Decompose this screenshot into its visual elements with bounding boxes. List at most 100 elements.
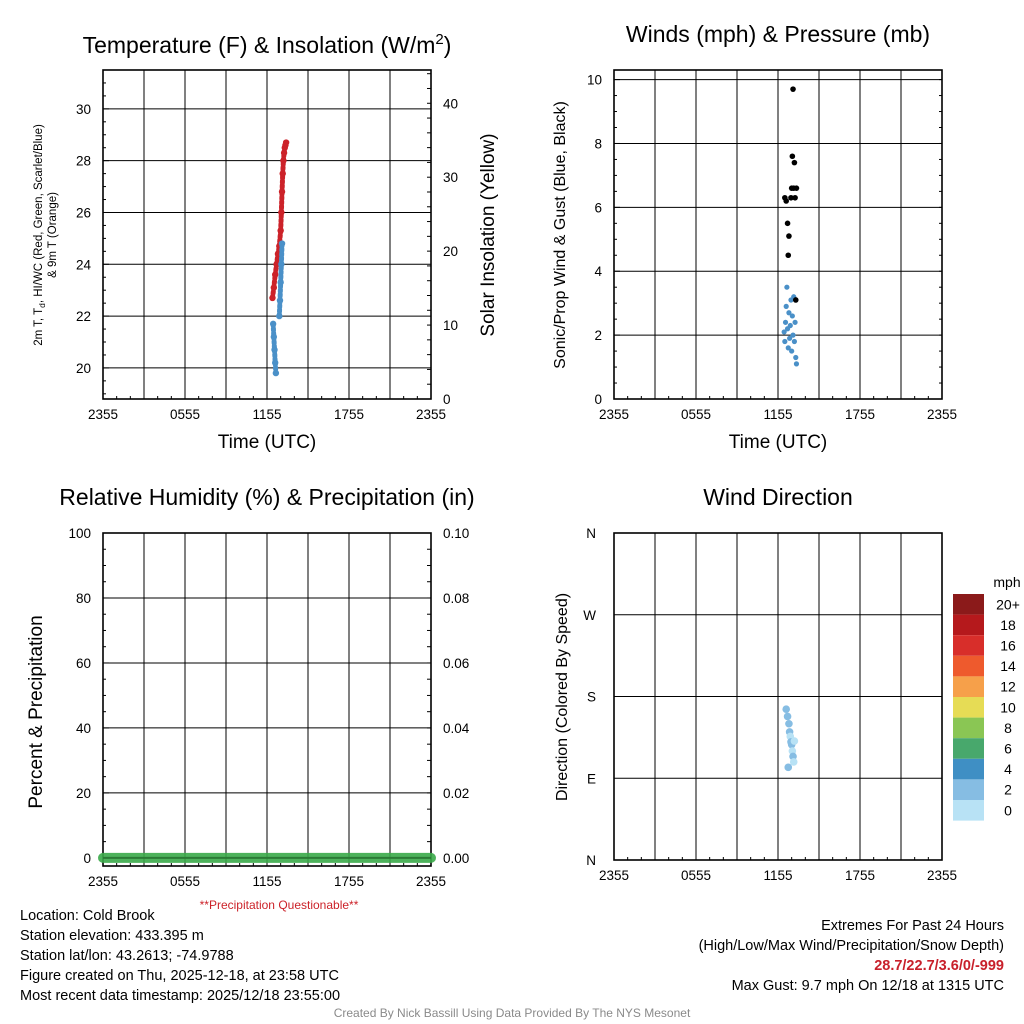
wdir-colorbar-label: 10 — [1000, 699, 1016, 715]
winds-data-point — [793, 354, 799, 361]
winds-data-point — [788, 194, 794, 201]
winds-y-tick-label: 8 — [594, 136, 602, 151]
temp-x-tick-label: 2355 — [416, 407, 446, 422]
temp-data-point — [282, 139, 290, 146]
wdir-series — [782, 705, 799, 772]
wdir-colorbar-label: 12 — [1000, 679, 1016, 695]
winds-x-tick-label: 1755 — [845, 407, 875, 422]
winds-x-tick-label: 2355 — [927, 407, 957, 422]
temp-y2-tick-label: 10 — [443, 318, 458, 333]
winds-data-point — [784, 284, 790, 290]
winds-data-point — [792, 319, 798, 325]
rh-y-tick-label: 100 — [68, 526, 91, 541]
wdir-colorbar-swatch — [953, 676, 984, 697]
temp-y-tick-label: 30 — [76, 102, 91, 117]
winds-data-point — [783, 303, 789, 309]
temp-title: Temperature (F) & Insolation (W/m2) — [83, 31, 452, 58]
winds-data-point — [784, 220, 791, 227]
winds-data-point — [783, 198, 789, 204]
wdir-colorbar-label: 6 — [1004, 741, 1012, 757]
temp-y2-tick-label: 30 — [443, 170, 458, 185]
winds-y-tick-label: 4 — [594, 264, 602, 279]
station-latlon: Station lat/lon: 43.2613; -74.9788 — [20, 948, 234, 964]
wdir-colorbar-label: 2 — [1004, 782, 1012, 798]
wdir-data-point — [790, 737, 799, 745]
rh-y-tick-label: 40 — [76, 721, 91, 736]
temp-plot: Temperature (F) & Insolation (W/m2) 20 22 2… — [33, 31, 499, 453]
winds-data-point — [782, 338, 788, 345]
temp-y2-tick-label: 40 — [443, 96, 458, 111]
temp-x-tick-label: 1755 — [334, 407, 364, 422]
winds-data-point — [791, 338, 798, 345]
temp-data-segment — [278, 189, 285, 215]
wdir-colorbar-label: 18 — [1000, 617, 1016, 633]
winds-data-point — [792, 194, 798, 201]
wdir-colorbar-label: 20+ — [996, 596, 1020, 612]
wdir-x-tick-label: 1755 — [845, 868, 875, 883]
winds-y-tick-label: 10 — [587, 73, 602, 88]
wdir-colorbar-swatch — [953, 779, 984, 800]
winds-y-axis-label: Sonic/Prop Wind & Gust (Blue, Black) — [552, 101, 569, 369]
station-location: Location: Cold Brook — [20, 908, 155, 924]
temp-x-tick-label: 1155 — [252, 407, 281, 422]
wdir-data-point — [785, 719, 793, 728]
temp-y2-axis-label: Solar Insolation (Yellow) — [478, 133, 499, 336]
wdir-y-tick-label: N — [586, 853, 596, 868]
wdir-data-point — [783, 712, 792, 721]
extremes-title: Extremes For Past 24 Hours — [821, 918, 1004, 934]
winds-x-axis-label: Time (UTC) — [729, 432, 828, 453]
winds-y-tick-label: 2 — [594, 328, 602, 343]
temp-y-tick-label: 28 — [76, 154, 91, 169]
rh-x-tick-label: 2355 — [416, 874, 446, 889]
winds-data-point — [787, 335, 793, 341]
rh-y2-tick-label: 0.02 — [443, 786, 469, 801]
wdir-x-tick-label: 2355 — [599, 868, 629, 883]
temp-y-tick-label: 22 — [76, 309, 91, 324]
wdir-x-tick-label: 1155 — [763, 868, 792, 883]
wdir-colorbar-swatch — [953, 594, 984, 615]
winds-data-point — [786, 310, 792, 316]
winds-data-point — [790, 332, 796, 338]
max-gust: Max Gust: 9.7 mph On 12/18 at 1315 UTC — [731, 978, 1004, 994]
winds-data-point — [789, 348, 795, 354]
rh-title: Relative Humidity (%) & Precipitation (i… — [59, 484, 474, 510]
winds-series-sustained-wind — [781, 284, 800, 367]
wdir-colorbar-swatch — [953, 697, 984, 718]
wdir-colorbar: mph 20+ 18 16 14 12 10 8 6 4 2 0 — [953, 574, 1021, 821]
winds-data-point — [789, 153, 796, 160]
wdir-x-tick-label: 2355 — [927, 868, 957, 883]
wdir-y-tick-label: W — [583, 608, 596, 623]
winds-y-tick-label: 0 — [594, 392, 602, 407]
winds-plot: Winds (mph) & Pressure (mb) 0 2 4 6 8 10 2355 05… — [552, 21, 957, 453]
winds-data-point — [789, 313, 795, 319]
wdir-colorbar-swatch — [953, 614, 984, 636]
rh-y-tick-label: 0 — [83, 851, 91, 866]
temp-x-tick-label: 0555 — [170, 407, 200, 422]
rh-x-tick-label: 2355 — [88, 874, 118, 889]
rh-y-tick-label: 80 — [76, 591, 91, 606]
extremes-subtitle: (High/Low/Max Wind/Precipitation/Snow De… — [698, 938, 1004, 954]
rh-y-axis-label: Percent & Precipitation — [26, 615, 47, 808]
winds-data-point — [787, 322, 793, 329]
winds-data-point — [791, 159, 798, 166]
rh-y-tick-label: 60 — [76, 656, 91, 671]
temp-data-segment — [278, 241, 285, 267]
temp-y-axis-label: 2m T, Td, HI/WC (Red, Green, Scarlet/Blu… — [33, 124, 47, 346]
rh-annotation: **Precipitation Questionable** — [200, 898, 359, 912]
wdir-y-axis-label: Direction (Colored By Speed) — [554, 593, 571, 801]
wdir-colorbar-swatch — [953, 655, 984, 677]
wdir-data-point — [789, 758, 798, 766]
credit-line: Created By Nick Bassill Using Data Provi… — [333, 1006, 691, 1020]
winds-data-point — [785, 252, 792, 259]
winds-data-point — [793, 185, 800, 191]
wdir-data-point — [782, 705, 790, 714]
winds-data-point — [785, 345, 791, 351]
extremes-values: 28.7/22.7/3.6/0/-999 — [874, 958, 1004, 974]
rh-x-tick-label: 0555 — [170, 874, 200, 889]
wdir-colorbar-swatch — [953, 738, 984, 759]
winds-x-tick-label: 1155 — [763, 407, 792, 422]
station-info: Location: Cold Brook Station elevation: … — [20, 906, 340, 1006]
wdir-colorbar-label: 14 — [1000, 658, 1016, 674]
winds-x-tick-label: 0555 — [681, 407, 711, 422]
